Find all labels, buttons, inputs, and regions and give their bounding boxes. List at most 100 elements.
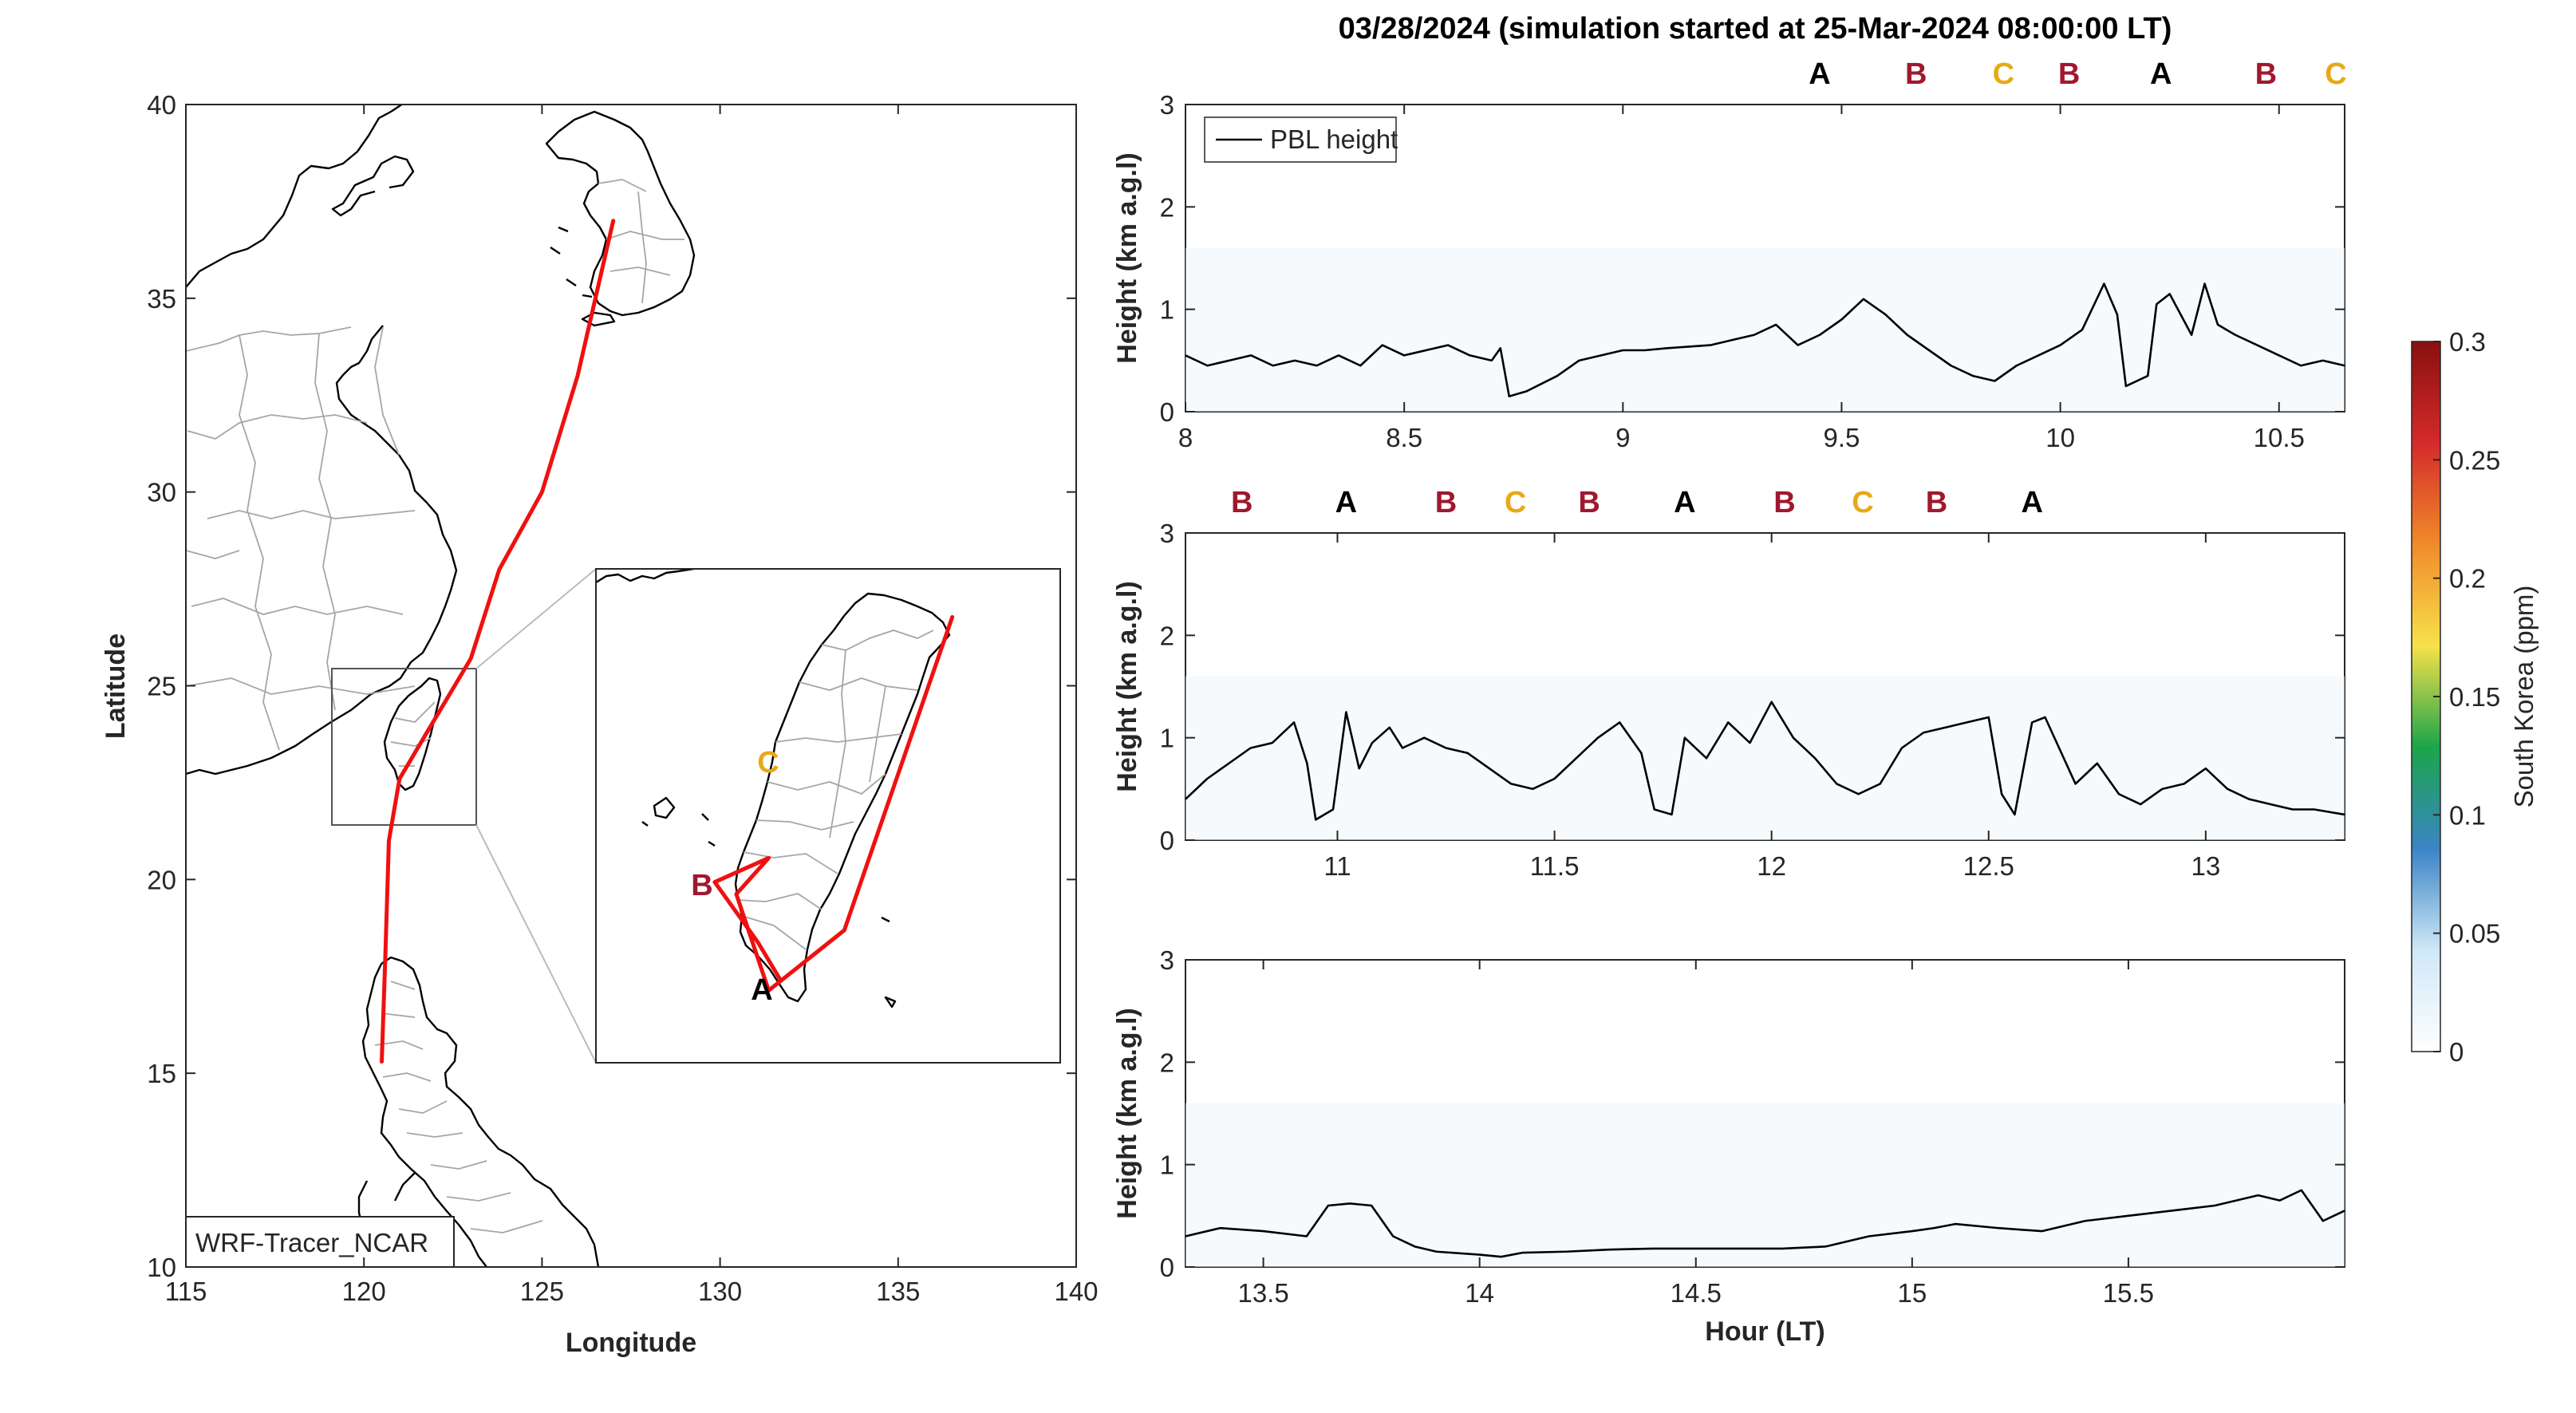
- colorbar-tick-label: 0.1: [2449, 800, 2486, 830]
- location-marker-c: C: [1993, 57, 2014, 91]
- pbl-height-line: [1185, 701, 2345, 821]
- x-tick-label: 15: [1897, 1278, 1927, 1308]
- colorbar-ticks: 0 0.05 0.1 0.15 0.2 0.25 0.3: [2433, 327, 2500, 1067]
- x-tick-label: 15.5: [2103, 1278, 2154, 1308]
- inset-connector-top: [475, 568, 597, 669]
- korea-islands: [550, 226, 616, 327]
- y-tick-label: 3: [1160, 90, 1174, 120]
- y-tick-label: 2: [1160, 192, 1174, 222]
- map-panel: WRF-Tracer_NCAR 115 120 125 130 135 140 10 15 2…: [101, 90, 1099, 1358]
- taiwan-coastline-inset: [734, 592, 951, 1003]
- inset-point-c-label: C: [757, 746, 779, 780]
- map-x-tick-label: 135: [876, 1277, 920, 1306]
- trajectory-track-inset: [712, 614, 955, 993]
- taiwan-provinces-inset: [737, 630, 934, 950]
- map-y-tick-label: 25: [147, 672, 176, 701]
- map-y-axis-label: Latitude: [101, 633, 131, 739]
- y-axis-label: Height (km a.g.l): [1112, 152, 1142, 363]
- colorbar-tick-label: 0.15: [2449, 682, 2500, 712]
- location-marker-b: B: [1773, 486, 1795, 519]
- korea-coastline: [545, 110, 696, 317]
- y-tick-label: 3: [1160, 519, 1174, 548]
- y-tick-label: 3: [1160, 945, 1174, 975]
- korea-provinces: [598, 179, 684, 304]
- location-marker-b: B: [1435, 486, 1457, 519]
- y-tick-label: 2: [1160, 1048, 1174, 1077]
- map-x-tick-label: 115: [165, 1277, 207, 1306]
- inset-frame: [595, 568, 1061, 1064]
- x-tick-label: 10: [2045, 423, 2075, 452]
- y-tick-label: 1: [1160, 1151, 1174, 1180]
- china-provinces: [186, 326, 416, 751]
- map-y-tick-label: 10: [147, 1253, 176, 1282]
- x-tick-label: 9: [1615, 423, 1630, 452]
- model-label-box: [185, 1216, 455, 1268]
- map-y-tick-label: 15: [147, 1059, 176, 1088]
- location-marker-b: B: [1905, 57, 1927, 91]
- trajectory-track: [380, 219, 616, 1064]
- tracer-shading: [1185, 1103, 2345, 1267]
- inset-point-a-label: A: [751, 973, 772, 1007]
- y-tick-label: 2: [1160, 621, 1174, 650]
- location-marker-b: B: [2255, 57, 2277, 91]
- map-x-tick-label: 130: [698, 1277, 742, 1306]
- map-y-tick-label: 20: [147, 865, 176, 894]
- china-coast-inset: [596, 569, 695, 584]
- map-x-ticks: 115 120 125 130 135 140: [165, 105, 1099, 1306]
- pbl-panel-1: 8 8.5 9 9.5 10 10.5 0 1 2 3 Height (km a.g.l) A B C B A…: [1112, 57, 2347, 452]
- colorbar: 0 0.05 0.1 0.15 0.2 0.25 0.3 South Korea (ppm): [2411, 327, 2539, 1067]
- colorbar-tick-label: 0.05: [2449, 919, 2500, 949]
- location-marker-a: A: [2021, 486, 2042, 519]
- x-tick-label: 12: [1757, 851, 1786, 881]
- location-marker-a: A: [1335, 486, 1357, 519]
- x-tick-label: 11.5: [1530, 851, 1580, 881]
- taiwan-inset: A B C: [595, 568, 1061, 1064]
- x-tick-label: 12.5: [1963, 851, 2014, 881]
- china-coastline: [186, 105, 458, 776]
- y-tick-label: 0: [1160, 1253, 1174, 1282]
- x-tick-label: 9.5: [1824, 423, 1860, 452]
- taiwan-coastline-main: [383, 677, 442, 791]
- location-marker-b: B: [1926, 486, 1947, 519]
- colorbar-tick-label: 0.2: [2449, 564, 2486, 594]
- location-marker-a: A: [2150, 57, 2172, 91]
- location-marker-c: C: [2325, 57, 2346, 91]
- location-marker-a: A: [1674, 486, 1695, 519]
- map-x-tick-label: 120: [342, 1277, 386, 1306]
- location-marker-b: B: [1578, 486, 1600, 519]
- map-x-tick-label: 125: [520, 1277, 564, 1306]
- x-tick-label: 10.5: [2254, 423, 2305, 452]
- pbl-panel-3: 13.5 14 14.5 15 15.5 0 1 2 3 Height (km a.g.l) Hou…: [1112, 945, 2345, 1347]
- legend-label: PBL height: [1270, 124, 1398, 154]
- pbl-height-line: [1185, 1189, 2345, 1258]
- colorbar-tick-label: 0.25: [2449, 445, 2500, 475]
- map-y-ticks: 10 15 20 25 30 35 40: [147, 90, 1076, 1282]
- inset-locator-box: [331, 668, 477, 826]
- colorbar-tick-label: 0: [2449, 1037, 2464, 1067]
- x-tick-label: 8.5: [1386, 423, 1422, 452]
- map-y-tick-label: 35: [147, 284, 176, 314]
- x-axis-label: Hour (LT): [1705, 1316, 1825, 1347]
- inset-islands: [641, 796, 897, 1008]
- y-tick-label: 1: [1160, 295, 1174, 325]
- pbl-height-line: [1185, 282, 2345, 398]
- map-x-tick-label: 140: [1054, 1277, 1098, 1306]
- location-marker-c: C: [1852, 486, 1873, 519]
- x-tick-label: 13: [2191, 851, 2220, 881]
- location-marker-b: B: [2058, 57, 2080, 91]
- x-tick-label: 11: [1324, 851, 1351, 881]
- x-tick-label: 14.5: [1671, 1278, 1722, 1308]
- y-tick-label: 0: [1160, 826, 1174, 855]
- colorbar-tick-label: 0.3: [2449, 327, 2486, 357]
- map-y-tick-label: 30: [147, 478, 176, 507]
- philippines-provinces: [374, 981, 543, 1233]
- x-tick-label: 14: [1465, 1278, 1494, 1308]
- colorbar-label: South Korea (ppm): [2509, 586, 2539, 808]
- map-x-axis-label: Longitude: [566, 1328, 696, 1358]
- model-label: WRF-Tracer_NCAR: [195, 1228, 428, 1257]
- figure-title: 03/28/2024 (simulation started at 25-Mar…: [1339, 12, 2172, 45]
- inset-connector-bottom: [475, 824, 597, 1064]
- location-marker-a: A: [1809, 57, 1830, 91]
- location-marker-c: C: [1505, 486, 1526, 519]
